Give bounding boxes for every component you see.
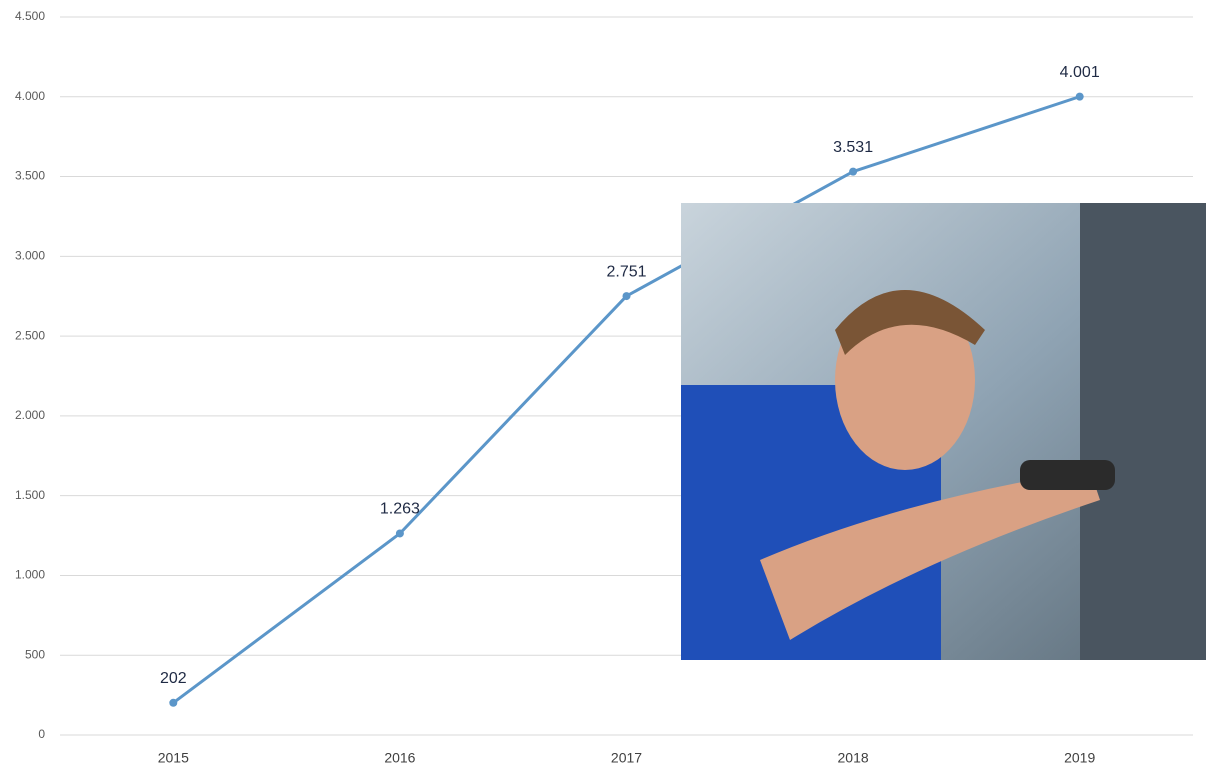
point	[395, 529, 404, 538]
y-tick-label: 1.000	[15, 568, 45, 582]
y-tick-label: 1.500	[15, 488, 45, 502]
y-tick-label: 4.000	[15, 89, 45, 103]
point	[1075, 92, 1084, 101]
y-tick-label: 0	[38, 727, 45, 741]
photo-cabinet	[1080, 203, 1206, 660]
point	[849, 167, 858, 176]
y-tick-label: 2.000	[15, 408, 45, 422]
value-label: 1.263	[380, 501, 420, 518]
y-tick-label: 500	[25, 647, 45, 661]
y-tick-label: 3.000	[15, 249, 45, 263]
y-tick-label: 3.500	[15, 169, 45, 183]
point	[622, 292, 631, 301]
value-label: 4.001	[1060, 64, 1100, 81]
x-tick-label: 2016	[384, 750, 415, 766]
value-label: 3.531	[833, 139, 873, 156]
point	[169, 698, 178, 707]
x-tick-label: 2017	[611, 750, 642, 766]
y-tick-label: 2.500	[15, 328, 45, 342]
photo-hair	[835, 290, 985, 355]
value-label: 2.751	[606, 263, 646, 280]
x-tick-label: 2015	[158, 750, 189, 766]
x-tick-label: 2018	[838, 750, 869, 766]
photo-arm	[760, 470, 1100, 640]
photo	[681, 203, 1206, 660]
y-tick-label: 4.500	[15, 9, 45, 23]
value-label: 202	[160, 670, 187, 687]
photo-drill	[1020, 460, 1115, 490]
x-tick-label: 2019	[1064, 750, 1095, 766]
